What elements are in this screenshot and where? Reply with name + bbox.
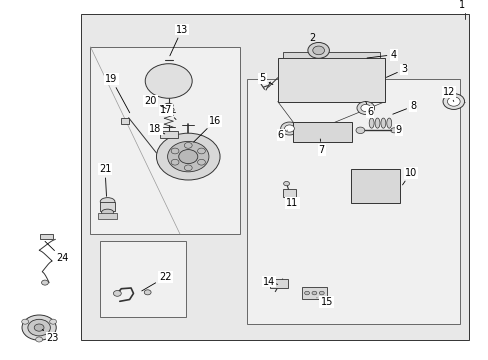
- Text: 11: 11: [285, 198, 298, 208]
- Circle shape: [442, 94, 464, 109]
- Text: 19: 19: [105, 74, 129, 113]
- Circle shape: [184, 143, 192, 148]
- Bar: [90, 47, 239, 234]
- Text: 20: 20: [144, 96, 166, 109]
- Circle shape: [41, 280, 48, 285]
- Text: 21: 21: [99, 164, 111, 196]
- Text: 23: 23: [42, 329, 59, 343]
- Ellipse shape: [102, 209, 113, 216]
- Circle shape: [447, 97, 459, 106]
- Text: 8: 8: [392, 101, 415, 114]
- Circle shape: [312, 46, 324, 55]
- Bar: [246, 79, 459, 324]
- Bar: [100, 241, 185, 317]
- Text: 22: 22: [142, 272, 171, 291]
- Circle shape: [22, 315, 56, 340]
- Bar: [282, 189, 296, 197]
- Circle shape: [171, 148, 179, 154]
- Bar: [282, 52, 380, 58]
- Ellipse shape: [374, 118, 379, 128]
- Text: 3: 3: [386, 64, 406, 77]
- Circle shape: [167, 141, 208, 172]
- Circle shape: [28, 319, 50, 336]
- Text: 7: 7: [318, 139, 324, 155]
- Circle shape: [355, 127, 364, 134]
- Bar: [302, 287, 326, 299]
- Ellipse shape: [163, 107, 174, 113]
- Circle shape: [356, 102, 374, 114]
- Circle shape: [283, 181, 289, 186]
- Circle shape: [307, 42, 329, 58]
- Bar: [277, 58, 385, 102]
- Bar: [98, 213, 117, 219]
- Circle shape: [36, 337, 42, 342]
- Circle shape: [197, 159, 205, 165]
- Ellipse shape: [386, 118, 391, 128]
- Text: 15: 15: [316, 297, 332, 307]
- Text: 17: 17: [160, 105, 176, 120]
- Bar: [293, 122, 351, 142]
- Ellipse shape: [380, 118, 385, 128]
- Text: 9: 9: [390, 125, 401, 135]
- Circle shape: [34, 324, 44, 331]
- Circle shape: [197, 148, 205, 154]
- Circle shape: [50, 319, 57, 324]
- Text: 4: 4: [366, 50, 396, 60]
- Circle shape: [284, 125, 294, 132]
- Ellipse shape: [100, 198, 115, 206]
- Circle shape: [280, 122, 298, 135]
- Bar: [100, 202, 115, 211]
- Ellipse shape: [164, 103, 173, 108]
- Bar: [121, 118, 128, 124]
- Text: 1: 1: [458, 0, 464, 10]
- Text: 2: 2: [308, 33, 314, 43]
- Circle shape: [360, 104, 370, 112]
- Circle shape: [184, 165, 192, 171]
- Circle shape: [21, 319, 28, 324]
- Circle shape: [113, 291, 121, 296]
- Circle shape: [144, 290, 151, 295]
- Circle shape: [304, 291, 309, 295]
- Ellipse shape: [368, 118, 373, 128]
- Ellipse shape: [165, 108, 172, 112]
- Bar: [40, 234, 53, 239]
- Text: 12: 12: [442, 87, 454, 102]
- Circle shape: [179, 150, 197, 164]
- Circle shape: [390, 128, 397, 133]
- Circle shape: [171, 159, 179, 165]
- Text: 18: 18: [149, 124, 164, 134]
- Circle shape: [145, 64, 192, 98]
- Text: 5: 5: [259, 73, 272, 85]
- Circle shape: [311, 291, 316, 295]
- Bar: [81, 14, 468, 340]
- Circle shape: [156, 133, 220, 180]
- Bar: [270, 279, 287, 288]
- Bar: [350, 169, 399, 203]
- Bar: [160, 131, 177, 138]
- Text: 24: 24: [45, 241, 69, 264]
- Text: 16: 16: [193, 116, 221, 142]
- Text: 6: 6: [277, 130, 286, 140]
- Text: 6: 6: [365, 102, 372, 117]
- Text: 14: 14: [262, 276, 277, 287]
- Text: 13: 13: [169, 24, 188, 56]
- Circle shape: [319, 291, 324, 295]
- Text: 10: 10: [402, 168, 416, 185]
